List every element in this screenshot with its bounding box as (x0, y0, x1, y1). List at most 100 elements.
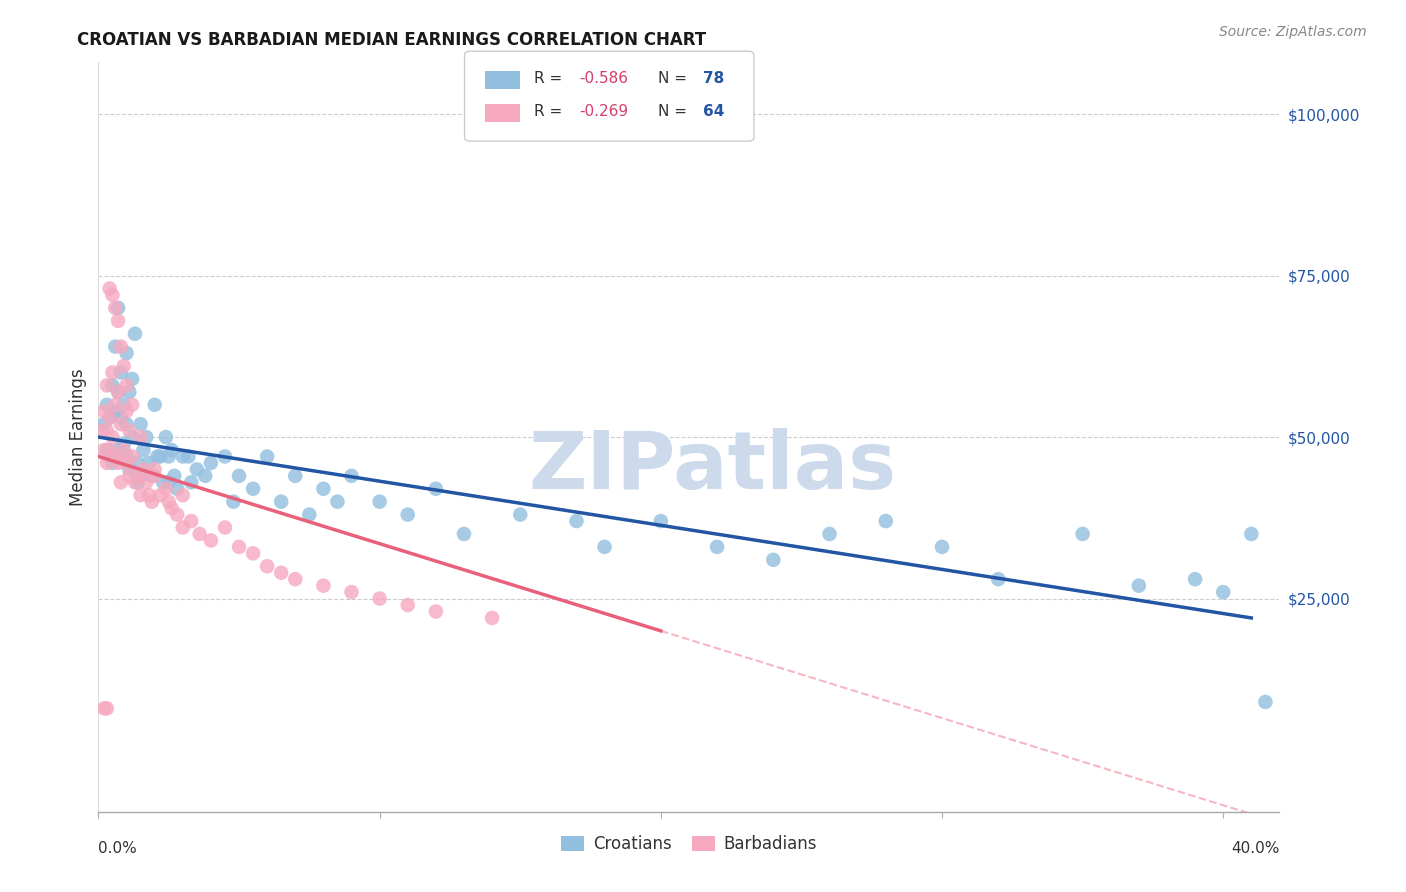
Point (228, 540, 250, 554)
Point (284, 572, 307, 586)
Point (593, 540, 616, 554)
Point (157, 494, 180, 508)
Point (368, 494, 391, 508)
Text: CROATIAN VS BARBADIAN MEDIAN EARNINGS CORRELATION CHART: CROATIAN VS BARBADIAN MEDIAN EARNINGS CO… (77, 31, 706, 49)
Text: ZIPatlas: ZIPatlas (529, 428, 897, 506)
Point (396, 508, 419, 522)
Point (481, 611, 503, 625)
Point (157, 450, 180, 464)
Point (118, 468, 141, 483)
Point (96, 378, 118, 392)
Point (762, 553, 785, 567)
Point (152, 475, 174, 490)
Point (104, 398, 127, 412)
Point (93, 701, 115, 715)
Point (157, 475, 180, 490)
Point (93, 442, 115, 457)
Point (172, 520, 194, 534)
Point (96, 442, 118, 457)
Point (180, 475, 202, 490)
Point (453, 527, 475, 541)
Point (298, 508, 321, 522)
Point (163, 468, 186, 483)
Point (124, 475, 146, 490)
Point (107, 456, 129, 470)
Text: N =: N = (658, 104, 692, 120)
Point (96, 456, 118, 470)
Point (242, 546, 264, 560)
Point (129, 488, 152, 502)
Point (104, 301, 127, 315)
Text: -0.269: -0.269 (579, 104, 628, 120)
Point (143, 468, 166, 483)
Point (425, 482, 447, 496)
Point (101, 366, 124, 380)
Point (118, 384, 141, 399)
Point (650, 514, 672, 528)
Point (256, 450, 278, 464)
Point (104, 340, 127, 354)
Point (214, 450, 236, 464)
Point (121, 398, 143, 412)
Point (987, 572, 1010, 586)
Point (127, 475, 149, 490)
Point (565, 514, 588, 528)
Point (107, 442, 129, 457)
Text: 64: 64 (703, 104, 724, 120)
Point (214, 520, 236, 534)
Point (93, 417, 115, 432)
Point (177, 450, 200, 464)
Point (270, 566, 292, 580)
Point (124, 326, 146, 341)
FancyBboxPatch shape (485, 104, 520, 122)
Point (110, 410, 132, 425)
Point (146, 450, 169, 464)
Point (172, 450, 194, 464)
Point (110, 340, 132, 354)
Y-axis label: Median Earnings: Median Earnings (69, 368, 87, 506)
Point (98, 410, 121, 425)
FancyBboxPatch shape (464, 51, 754, 141)
Point (425, 605, 447, 619)
Point (509, 508, 531, 522)
Point (110, 475, 132, 490)
Point (172, 488, 194, 502)
Point (96, 424, 118, 438)
Point (875, 514, 897, 528)
Point (818, 527, 841, 541)
Text: 40.0%: 40.0% (1232, 841, 1279, 856)
Point (141, 468, 163, 483)
Point (138, 488, 160, 502)
Point (256, 559, 278, 574)
Point (1254, 695, 1277, 709)
Point (340, 585, 363, 599)
Point (284, 468, 307, 483)
Point (129, 417, 152, 432)
Point (96, 398, 118, 412)
Point (115, 450, 138, 464)
Point (1128, 579, 1150, 593)
Point (110, 366, 132, 380)
Point (115, 417, 138, 432)
Point (118, 462, 141, 476)
Point (135, 430, 157, 444)
Point (138, 456, 160, 470)
Point (112, 398, 135, 412)
Point (98, 442, 121, 457)
Text: R =: R = (534, 104, 568, 120)
Point (160, 442, 183, 457)
Point (115, 456, 138, 470)
Point (98, 281, 121, 295)
Point (110, 417, 132, 432)
Point (112, 359, 135, 373)
Point (101, 288, 124, 302)
Point (107, 384, 129, 399)
Text: -0.586: -0.586 (579, 71, 628, 87)
Text: Source: ZipAtlas.com: Source: ZipAtlas.com (1219, 25, 1367, 39)
Point (396, 598, 419, 612)
Text: R =: R = (534, 71, 568, 87)
Point (180, 514, 202, 528)
Point (141, 494, 163, 508)
Point (98, 410, 121, 425)
Point (270, 494, 292, 508)
